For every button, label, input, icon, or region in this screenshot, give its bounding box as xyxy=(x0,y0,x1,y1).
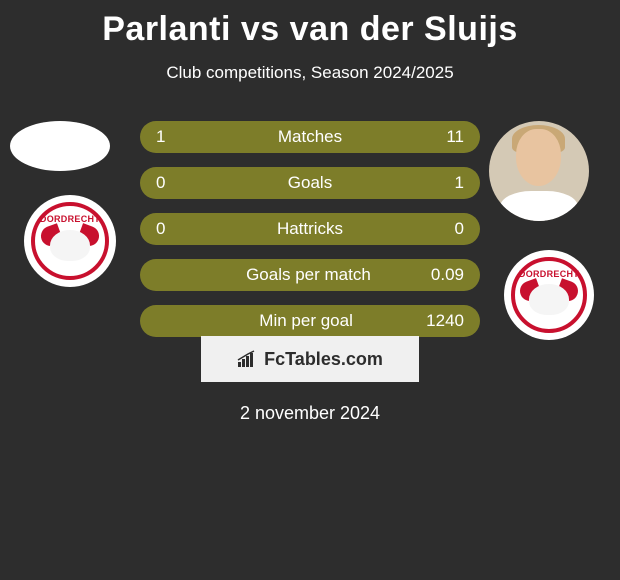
player-left-avatar xyxy=(10,121,110,171)
stat-label: Goals xyxy=(186,173,434,193)
chart-icon xyxy=(237,350,259,368)
subtitle: Club competitions, Season 2024/2025 xyxy=(0,49,620,83)
stat-row: 0 Goals 1 xyxy=(140,167,480,199)
stat-right-value: 11 xyxy=(434,127,464,147)
player-left-club-badge: DORDRECHT xyxy=(24,195,116,287)
stat-label: Goals per match xyxy=(186,265,431,285)
stat-row: Min per goal 1240 xyxy=(140,305,480,337)
stats-container: 1 Matches 11 0 Goals 1 0 Hattricks 0 Goa… xyxy=(140,121,480,351)
stat-row: 1 Matches 11 xyxy=(140,121,480,153)
club-name-text: DORDRECHT xyxy=(24,214,116,224)
stat-right-value: 1240 xyxy=(426,311,464,331)
club-name-text: DORDRECHT xyxy=(504,269,594,279)
stat-row: 0 Hattricks 0 xyxy=(140,213,480,245)
stat-left-value: 0 xyxy=(156,219,186,239)
stat-right-value: 1 xyxy=(434,173,464,193)
stat-right-value: 0.09 xyxy=(431,265,464,285)
player-right-avatar xyxy=(489,121,589,221)
stat-right-value: 0 xyxy=(434,219,464,239)
stat-label: Hattricks xyxy=(186,219,434,239)
stat-label: Min per goal xyxy=(186,311,426,331)
player-right-club-badge: DORDRECHT xyxy=(504,250,594,340)
date-text: 2 november 2024 xyxy=(0,403,620,424)
stat-left-value: 1 xyxy=(156,127,186,147)
stat-left-value: 0 xyxy=(156,173,186,193)
logo-box: FcTables.com xyxy=(201,336,419,382)
main-title: Parlanti vs van der Sluijs xyxy=(0,0,620,49)
logo-text: FcTables.com xyxy=(264,349,383,370)
stat-label: Matches xyxy=(186,127,434,147)
stat-row: Goals per match 0.09 xyxy=(140,259,480,291)
